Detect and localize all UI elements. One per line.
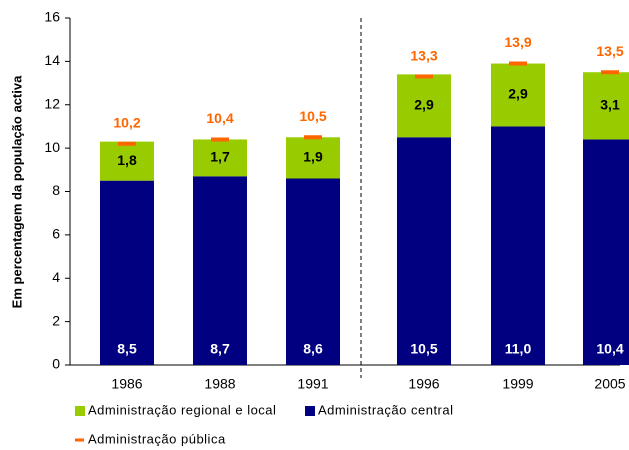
legend-swatch bbox=[305, 406, 315, 416]
y-tick-label: 4 bbox=[52, 269, 60, 285]
bar bbox=[397, 137, 451, 365]
value-label: 1,8 bbox=[117, 152, 137, 168]
x-tick-label: 1986 bbox=[111, 376, 142, 392]
value-label: 2,9 bbox=[414, 97, 434, 113]
x-tick-label: 1991 bbox=[297, 376, 328, 392]
bar bbox=[491, 126, 545, 365]
y-tick-label: 6 bbox=[52, 226, 60, 242]
bar bbox=[397, 74, 451, 138]
y-tick-label: 8 bbox=[52, 182, 60, 198]
value-label: 8,7 bbox=[210, 341, 230, 357]
y-tick-label: 0 bbox=[52, 356, 60, 372]
y-axis-label: Em percentagem da população activa bbox=[9, 75, 24, 308]
y-tick-label: 16 bbox=[44, 9, 60, 25]
x-tick-label: 2005 bbox=[594, 376, 625, 392]
bar bbox=[583, 139, 629, 365]
value-label: 10,2 bbox=[113, 114, 140, 130]
bar bbox=[193, 139, 247, 177]
bar bbox=[583, 72, 629, 140]
value-label: 10,4 bbox=[596, 341, 623, 357]
y-tick-label: 12 bbox=[44, 95, 60, 111]
y-tick-label: 10 bbox=[44, 139, 60, 155]
value-label: 10,5 bbox=[410, 341, 437, 357]
y-tick-label: 14 bbox=[44, 52, 60, 68]
y-tick-label: 2 bbox=[52, 312, 60, 328]
value-label: 3,1 bbox=[600, 97, 620, 113]
legend-label: Administração central bbox=[318, 402, 454, 417]
bar bbox=[286, 137, 340, 179]
bar bbox=[100, 141, 154, 181]
x-tick-label: 1996 bbox=[408, 376, 439, 392]
bar bbox=[193, 176, 247, 365]
value-label: 13,5 bbox=[596, 43, 623, 59]
value-label: 1,7 bbox=[210, 149, 230, 165]
value-label: 11,0 bbox=[505, 341, 532, 357]
bar bbox=[286, 178, 340, 365]
value-label: 8,5 bbox=[117, 341, 137, 357]
value-label: 13,9 bbox=[504, 34, 531, 50]
value-label: 10,4 bbox=[206, 110, 233, 126]
x-tick-label: 1988 bbox=[204, 376, 235, 392]
value-label: 10,5 bbox=[299, 108, 326, 124]
value-label: 2,9 bbox=[508, 86, 528, 102]
bar bbox=[491, 63, 545, 127]
bar bbox=[100, 180, 154, 365]
value-label: 13,3 bbox=[410, 47, 437, 63]
value-label: 8,6 bbox=[303, 341, 323, 357]
value-label: 1,9 bbox=[303, 149, 323, 165]
legend-label: Administração pública bbox=[88, 431, 226, 446]
legend-swatch bbox=[75, 406, 85, 416]
legend-label: Administração regional e local bbox=[88, 402, 276, 417]
x-tick-label: 1999 bbox=[502, 376, 533, 392]
